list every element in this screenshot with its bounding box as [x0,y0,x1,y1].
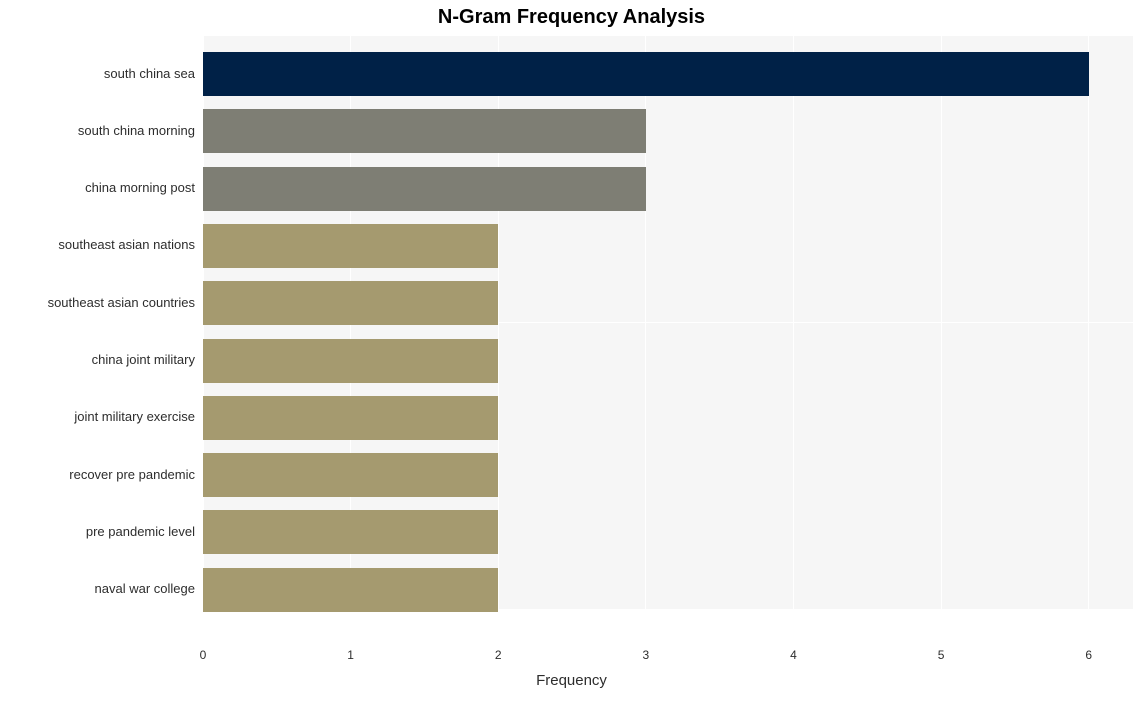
y-tick-label: china morning post [0,180,195,195]
gridline [941,36,942,609]
bar [203,568,498,612]
x-tick-label: 6 [1085,648,1092,662]
bar [203,510,498,554]
y-tick-label: pre pandemic level [0,524,195,539]
x-tick-label: 4 [790,648,797,662]
x-tick-label: 0 [200,648,207,662]
bar [203,396,498,440]
bar [203,339,498,383]
bar [203,109,646,153]
bar [203,52,1089,96]
x-tick-label: 5 [938,648,945,662]
plot-area [203,36,1133,609]
bar [203,224,498,268]
bar [203,281,498,325]
x-tick-label: 1 [347,648,354,662]
gridline [1088,36,1089,609]
chart-title: N-Gram Frequency Analysis [0,6,1143,29]
x-tick-label: 2 [495,648,502,662]
y-tick-label: naval war college [0,581,195,596]
bar [203,167,646,211]
y-tick-label: southeast asian nations [0,237,195,252]
y-tick-label: southeast asian countries [0,295,195,310]
y-tick-label: south china sea [0,66,195,81]
bar [203,453,498,497]
y-tick-label: south china morning [0,123,195,138]
gridline [793,36,794,609]
x-tick-label: 3 [643,648,650,662]
y-tick-label: recover pre pandemic [0,467,195,482]
x-axis-label: Frequency [0,672,1143,689]
y-tick-label: china joint military [0,352,195,367]
y-tick-label: joint military exercise [0,409,195,424]
ngram-frequency-chart: N-Gram Frequency Analysis Frequency sout… [0,0,1143,701]
